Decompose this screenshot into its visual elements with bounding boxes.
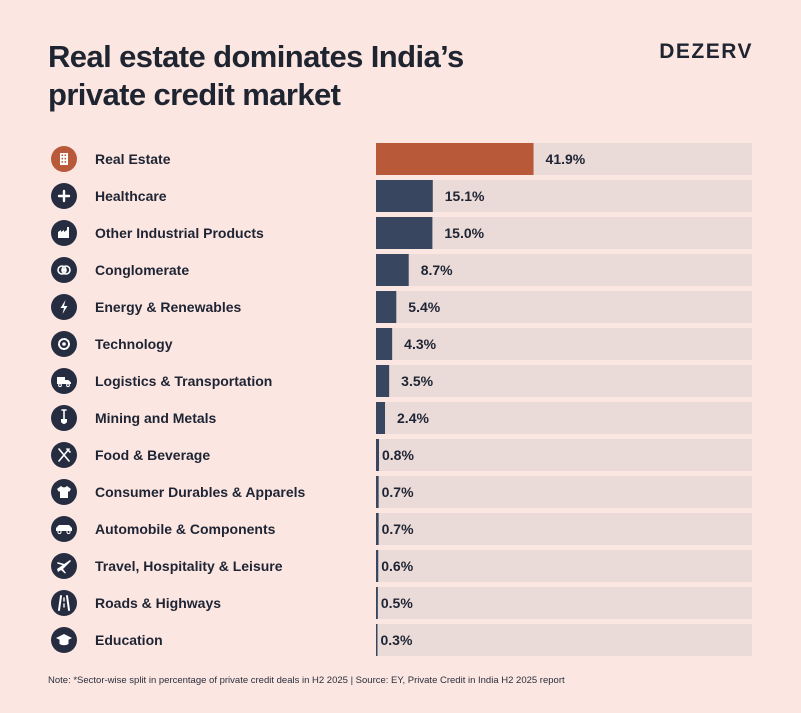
bar-row: Conglomerate 8.7%: [51, 254, 752, 286]
bar: [376, 587, 378, 619]
value-label: 5.4%: [408, 299, 440, 315]
category-label: Healthcare: [95, 188, 167, 204]
bar: [376, 143, 534, 175]
bar-track: [376, 328, 752, 360]
value-label: 0.7%: [382, 484, 414, 500]
bar-track: [376, 476, 752, 508]
category-label: Other Industrial Products: [95, 225, 264, 241]
chart-title: Real estate dominates India’s private cr…: [48, 38, 568, 114]
shovel-icon: [51, 405, 77, 431]
fork-knife-icon: [51, 442, 77, 468]
bar: [376, 328, 393, 360]
bar: [376, 402, 386, 434]
category-label: Logistics & Transportation: [95, 373, 272, 389]
lightning-icon: [51, 294, 77, 320]
truck-icon: [51, 368, 77, 394]
bar-row: Food & Beverage 0.8%: [51, 439, 752, 471]
gear-icon: [51, 331, 77, 357]
icon-badge: [51, 590, 77, 616]
bar: [376, 624, 378, 656]
title-line-2: private credit market: [48, 77, 341, 112]
bar-track: [376, 402, 752, 434]
bar-track: [376, 439, 752, 471]
bar-track: [376, 550, 752, 582]
brand-logo: DEZERV: [659, 40, 753, 63]
category-label: Automobile & Components: [95, 521, 276, 537]
bar: [376, 513, 379, 545]
building-icon: [51, 146, 77, 172]
road-icon: [51, 590, 77, 616]
bar-track: [376, 180, 752, 212]
category-label: Travel, Hospitality & Leisure: [95, 558, 283, 574]
bar: [376, 550, 379, 582]
bar: [376, 180, 433, 212]
bar-row: Real Estate 41.9%: [51, 143, 752, 175]
tshirt-icon: [51, 479, 77, 505]
bar-row: Energy & Renewables 5.4%: [51, 291, 752, 323]
value-label: 15.0%: [444, 225, 484, 241]
bar-row: Healthcare 15.1%: [51, 180, 752, 212]
bar: [376, 217, 433, 249]
bar-track: [376, 254, 752, 286]
bar: [376, 476, 379, 508]
bar-row: Travel, Hospitality & Leisure 0.6%: [51, 550, 752, 582]
value-label: 15.1%: [445, 188, 485, 204]
category-label: Conglomerate: [95, 262, 189, 278]
value-label: 0.5%: [381, 595, 413, 611]
category-label: Real Estate: [95, 151, 171, 167]
bar: [376, 439, 380, 471]
category-label: Education: [95, 632, 163, 648]
value-label: 0.8%: [382, 447, 414, 463]
category-label: Consumer Durables & Apparels: [95, 484, 306, 500]
bar-row: Other Industrial Products 15.0%: [51, 217, 752, 249]
factory-icon: [51, 220, 77, 246]
bar-track: [376, 291, 752, 323]
footnote: Note: *Sector-wise split in percentage o…: [48, 675, 565, 686]
value-label: 4.3%: [404, 336, 436, 352]
bar-row: Consumer Durables & Apparels 0.7%: [51, 476, 752, 508]
bar-track: [376, 624, 752, 656]
graduation-cap-icon: [51, 627, 77, 653]
bar-row: Roads & Highways 0.5%: [51, 587, 752, 619]
car-icon: [51, 516, 77, 542]
category-label: Technology: [95, 336, 173, 352]
value-label: 0.3%: [381, 632, 413, 648]
value-label: 2.4%: [397, 410, 429, 426]
plus-icon: [51, 183, 77, 209]
bar-track: [376, 587, 752, 619]
bar: [376, 365, 390, 397]
value-label: 0.7%: [382, 521, 414, 537]
category-label: Roads & Highways: [95, 595, 221, 611]
bar-track: [376, 513, 752, 545]
airplane-icon: [51, 553, 77, 579]
bar-row: Mining and Metals 2.4%: [51, 402, 752, 434]
bar-track: [376, 217, 752, 249]
value-label: 41.9%: [546, 151, 586, 167]
bar-track: [376, 365, 752, 397]
title-line-1: Real estate dominates India’s: [48, 39, 464, 74]
bar: [376, 291, 397, 323]
value-label: 8.7%: [421, 262, 453, 278]
category-label: Food & Beverage: [95, 447, 210, 463]
category-label: Mining and Metals: [95, 410, 217, 426]
value-label: 0.6%: [381, 558, 413, 574]
bar: [376, 254, 409, 286]
category-label: Energy & Renewables: [95, 299, 241, 315]
bar-row: Automobile & Components 0.7%: [51, 513, 752, 545]
bar-row: Logistics & Transportation 3.5%: [51, 365, 752, 397]
bar-row: Education 0.3%: [51, 624, 752, 656]
value-label: 3.5%: [401, 373, 433, 389]
conglomerate-icon: [51, 257, 77, 283]
bar-row: Technology 4.3%: [51, 328, 752, 360]
